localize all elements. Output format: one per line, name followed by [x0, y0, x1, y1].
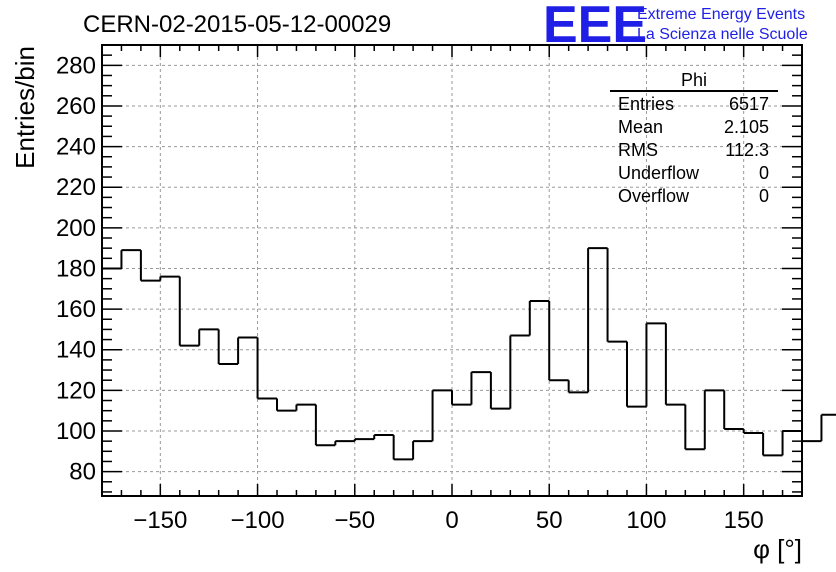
stats-row: Underflow 0 — [618, 163, 769, 183]
x-tick-label: −100 — [231, 507, 285, 534]
histogram-bin — [412, 440, 433, 460]
stats-row-label: Underflow — [618, 163, 700, 183]
x-tick-label: −150 — [133, 507, 187, 534]
histogram-bin — [723, 390, 744, 430]
stats-row-value: 0 — [759, 186, 769, 206]
histogram-bin — [256, 337, 277, 400]
stats-row-value: 2.105 — [724, 117, 769, 137]
histogram-bin — [548, 300, 569, 382]
stats-row-label: Mean — [618, 117, 663, 137]
histogram-bin — [801, 430, 822, 443]
stats-box-name: Phi — [681, 70, 707, 90]
histogram-bin — [217, 329, 239, 365]
y-tick-label: 160 — [56, 296, 96, 323]
y-tick-label: 280 — [56, 52, 96, 79]
y-tick-label: 260 — [56, 93, 96, 120]
stats-row-value: 6517 — [729, 94, 769, 114]
histogram-bin — [237, 336, 258, 364]
y-tick-label: 100 — [56, 418, 96, 445]
y-tick-label: 240 — [56, 134, 96, 161]
x-tick-label: 100 — [626, 507, 666, 534]
x-tick-label: −50 — [334, 507, 375, 534]
y-axis-ticks: 80 100 120 140 160 180 200 220 240 260 280 — [56, 44, 802, 493]
histogram-bin — [295, 403, 316, 411]
histogram-bin — [178, 276, 200, 347]
histogram-bin — [587, 247, 608, 393]
stats-row-value: 112.3 — [725, 140, 769, 160]
histogram-bin — [567, 380, 589, 394]
x-axis-ticks: −150 −100 −50 0 50 100 150 — [101, 45, 803, 534]
histogram-bin — [120, 249, 141, 269]
stats-row: Mean 2.105 — [618, 117, 769, 137]
histogram-bin — [373, 434, 394, 440]
histogram-bin — [276, 398, 297, 412]
y-tick-label: 220 — [56, 174, 96, 201]
histogram-bin — [626, 341, 647, 408]
x-tick-label: 0 — [445, 507, 458, 534]
histogram-bin — [470, 371, 491, 405]
histogram-bin — [451, 390, 472, 406]
stats-row-label: Entries — [618, 94, 674, 114]
y-tick-label: 180 — [56, 255, 96, 282]
histogram-bin — [159, 275, 180, 281]
eee-logo: EEE Extreme Energy Events La Scienza nel… — [543, 0, 808, 54]
histogram-layer — [102, 247, 836, 461]
stats-row: Overflow 0 — [618, 186, 769, 206]
histogram-bin — [684, 404, 705, 451]
x-axis-label: φ [°] — [753, 534, 802, 564]
stats-row: Entries 6517 — [618, 94, 769, 114]
histogram-bin — [334, 440, 355, 446]
histogram-bin — [528, 299, 550, 336]
histogram-bin — [606, 248, 627, 343]
histogram-bin — [489, 372, 511, 410]
stats-row-value: 0 — [759, 163, 769, 183]
histogram-bin — [314, 404, 336, 447]
histogram-bin — [820, 413, 836, 442]
histogram-bin — [645, 322, 666, 407]
x-tick-label: 150 — [724, 507, 764, 534]
y-tick-label: 120 — [56, 377, 96, 404]
y-tick-label: 80 — [69, 459, 96, 486]
eee-logo-line1: Extreme Energy Events — [637, 6, 805, 23]
y-axis-label: Entries/bin — [10, 46, 40, 169]
y-tick-label: 140 — [56, 337, 96, 364]
y-tick-label: 200 — [56, 215, 96, 242]
stats-row-label: Overflow — [618, 186, 690, 206]
stats-box: Phi Entries 6517 Mean 2.105 RMS 112.3 Underflo… — [610, 70, 778, 206]
histogram-bin — [198, 328, 219, 346]
stats-row: RMS 112.3 — [618, 140, 769, 160]
histogram-bin — [139, 250, 161, 282]
histogram-bin — [762, 433, 783, 457]
stats-row-label: RMS — [618, 140, 658, 160]
grid-layer — [102, 45, 802, 496]
eee-logo-line2: La Scienza nelle Scuole — [637, 26, 808, 43]
chart-title: CERN-02-2015-05-12-00029 — [83, 11, 391, 38]
histogram-bin — [742, 428, 764, 435]
histogram-bin — [392, 435, 414, 461]
x-tick-label: 50 — [536, 507, 563, 534]
histogram-bin — [353, 438, 375, 442]
histogram-bin — [664, 323, 686, 406]
histogram-bin — [431, 389, 452, 442]
histogram-bin — [703, 389, 725, 450]
histogram-bin — [509, 334, 530, 409]
